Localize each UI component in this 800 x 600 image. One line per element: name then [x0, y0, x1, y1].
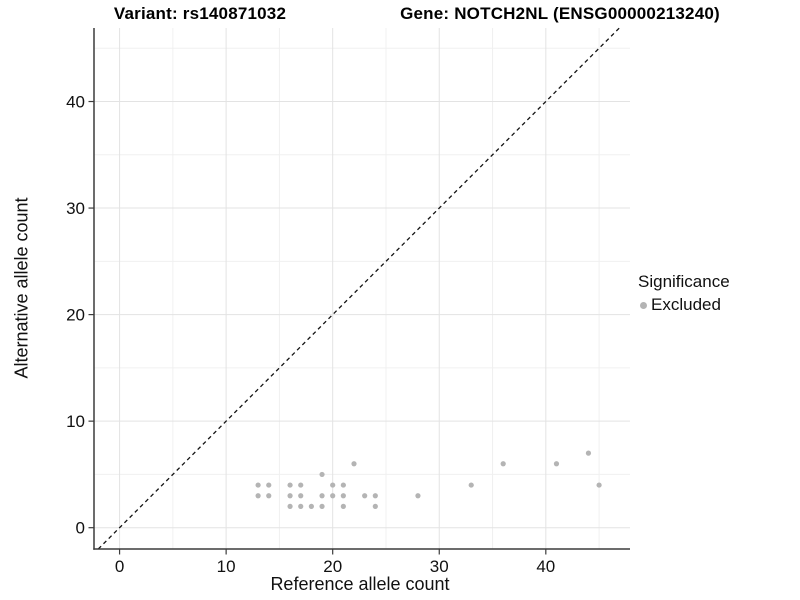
- data-point: [319, 493, 325, 499]
- identity-reference-line: [97, 27, 620, 550]
- y-axis-label: Alternative allele count: [11, 197, 32, 379]
- data-point: [372, 493, 378, 499]
- y-tick-label: 40: [66, 93, 85, 112]
- y-tick-label: 20: [66, 306, 85, 325]
- data-point: [298, 503, 304, 509]
- data-point: [362, 493, 368, 499]
- data-point: [298, 493, 304, 499]
- legend-title: Significance: [638, 272, 730, 291]
- x-tick-label: 20: [323, 557, 342, 576]
- y-tick-label: 10: [66, 412, 85, 431]
- data-point: [351, 461, 357, 467]
- legend-item-excluded: Excluded: [638, 295, 730, 315]
- data-point: [372, 503, 378, 509]
- data-point: [298, 482, 304, 488]
- legend: Significance Excluded: [638, 272, 730, 315]
- data-point: [468, 482, 474, 488]
- plot-title-variant: Variant: rs140871032: [113, 4, 287, 23]
- y-tick-label: 30: [66, 199, 85, 218]
- legend-point-icon: [640, 301, 647, 309]
- x-tick-label: 40: [536, 557, 555, 576]
- data-point: [266, 493, 272, 499]
- plot-title-gene: Gene: NOTCH2NL (ENSG00000213240): [400, 4, 720, 23]
- data-point: [340, 493, 346, 499]
- data-point: [340, 482, 346, 488]
- x-tick-label: 0: [115, 557, 124, 576]
- data-point: [330, 482, 336, 488]
- data-point: [319, 503, 325, 509]
- x-axis-label: Reference allele count: [270, 574, 450, 594]
- data-point: [415, 493, 421, 499]
- data-point: [287, 503, 293, 509]
- data-point: [255, 493, 261, 499]
- data-point: [255, 482, 261, 488]
- y-tick-label: 0: [76, 519, 85, 538]
- legend-item-label: Excluded: [651, 295, 721, 314]
- data-point: [330, 493, 336, 499]
- data-point: [500, 461, 506, 467]
- data-point: [319, 471, 325, 478]
- data-point: [553, 461, 560, 467]
- x-tick-label: 10: [217, 557, 236, 576]
- data-point: [266, 482, 272, 488]
- data-point: [596, 482, 602, 488]
- data-point: [287, 493, 293, 499]
- data-point: [287, 482, 293, 488]
- data-point: [308, 503, 314, 509]
- data-point: [340, 503, 346, 509]
- data-point: [585, 450, 592, 456]
- x-tick-label: 30: [430, 557, 449, 576]
